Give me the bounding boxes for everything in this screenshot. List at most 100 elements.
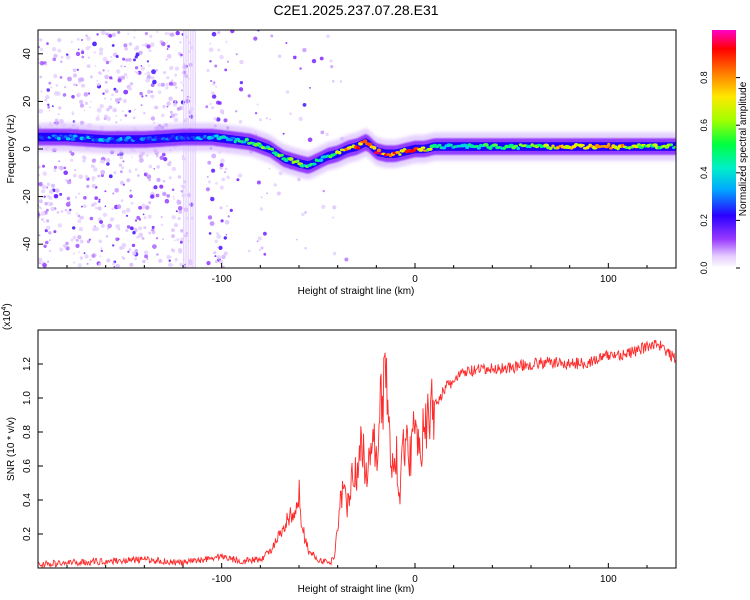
noise-point <box>115 263 120 268</box>
noise-point <box>223 251 228 256</box>
ridge-point <box>446 143 451 148</box>
spectrogram-x-label: Height of straight line (km) <box>298 286 415 297</box>
noise-point <box>63 166 67 170</box>
noise-point <box>168 262 173 267</box>
noise-point <box>121 243 127 248</box>
noise-point <box>140 66 145 71</box>
noise-point <box>171 228 175 233</box>
noise-point <box>74 121 76 123</box>
noise-point <box>38 165 41 169</box>
noise-point <box>176 107 181 111</box>
noise-point <box>40 90 43 93</box>
ridge-point <box>279 153 284 157</box>
noise-point <box>138 158 144 163</box>
noise-point <box>285 90 290 94</box>
noise-point <box>148 231 152 235</box>
noise-point <box>162 104 166 109</box>
noise-point <box>134 66 139 70</box>
noise-point <box>51 47 57 52</box>
noise-point <box>215 85 218 88</box>
ridge-point <box>125 136 132 140</box>
noise-point <box>92 41 97 47</box>
noise-point <box>128 87 133 91</box>
noise-point <box>128 109 132 113</box>
noise-point <box>166 41 168 44</box>
noise-point <box>138 50 143 55</box>
noise-point <box>48 109 51 112</box>
noise-point <box>112 244 115 247</box>
noise-point <box>107 69 110 72</box>
ridge-point <box>337 151 342 155</box>
noise-point <box>38 212 41 217</box>
noise-point <box>253 36 258 41</box>
noise-point <box>211 94 217 99</box>
colorbar-tick-label: 0.2 <box>699 214 709 227</box>
noise-point <box>115 224 121 229</box>
noise-point <box>92 203 95 207</box>
noise-point <box>55 91 61 96</box>
noise-point <box>307 137 313 143</box>
ridge-point <box>441 146 447 150</box>
noise-point <box>151 225 155 229</box>
noise-point <box>79 103 85 108</box>
noise-point <box>44 98 47 102</box>
noise-point <box>38 199 43 204</box>
noise-point <box>134 248 138 253</box>
noise-point <box>78 192 81 195</box>
noise-point <box>224 167 228 171</box>
noise-point <box>78 77 82 82</box>
snr-plot-area <box>38 330 676 568</box>
noise-point <box>227 215 230 218</box>
noise-point <box>63 244 68 249</box>
snr-x-tick-label: 0 <box>412 574 418 585</box>
noise-point <box>111 93 114 96</box>
noise-point <box>256 103 259 106</box>
noise-point <box>60 60 63 63</box>
noise-point <box>162 179 166 183</box>
noise-point <box>58 106 62 110</box>
noise-point <box>269 118 272 121</box>
noise-point <box>180 229 184 233</box>
noise-point <box>304 247 307 250</box>
noise-point <box>40 207 43 210</box>
noise-point <box>50 206 55 212</box>
ridge-point <box>437 143 442 147</box>
noise-point <box>247 249 251 253</box>
noise-point <box>82 155 86 160</box>
noise-point <box>66 53 69 56</box>
noise-point <box>111 44 115 47</box>
noise-point <box>258 249 262 252</box>
noise-point <box>156 253 159 256</box>
noise-point <box>60 210 64 213</box>
noise-point <box>260 246 264 250</box>
noise-point <box>104 89 109 94</box>
noise-point <box>285 42 288 44</box>
ridge-point <box>318 158 324 163</box>
noise-point <box>38 217 41 219</box>
noise-point <box>147 89 152 94</box>
noise-point <box>81 39 83 41</box>
noise-point <box>90 100 92 103</box>
snr-panel: -100 0 100 0.2 0.4 0.6 0.8 1.0 1.2 (x104) Heigh… <box>1 303 677 595</box>
noise-point <box>177 206 183 211</box>
noise-point <box>66 179 72 185</box>
noise-point <box>266 192 268 195</box>
noise-point <box>224 68 228 72</box>
noise-point <box>146 44 151 49</box>
noise-point <box>39 47 44 52</box>
noise-point <box>140 65 143 67</box>
noise-point <box>122 57 126 61</box>
noise-point <box>181 89 183 92</box>
noise-point <box>43 220 46 223</box>
noise-point <box>139 91 143 96</box>
noise-point <box>130 201 134 205</box>
noise-point <box>105 158 111 163</box>
noise-point <box>73 261 76 264</box>
noise-point <box>100 247 103 250</box>
noise-point <box>160 216 163 218</box>
noise-point <box>53 169 57 172</box>
noise-point <box>53 230 57 234</box>
noise-point <box>120 75 126 80</box>
ridge-point <box>427 147 433 151</box>
